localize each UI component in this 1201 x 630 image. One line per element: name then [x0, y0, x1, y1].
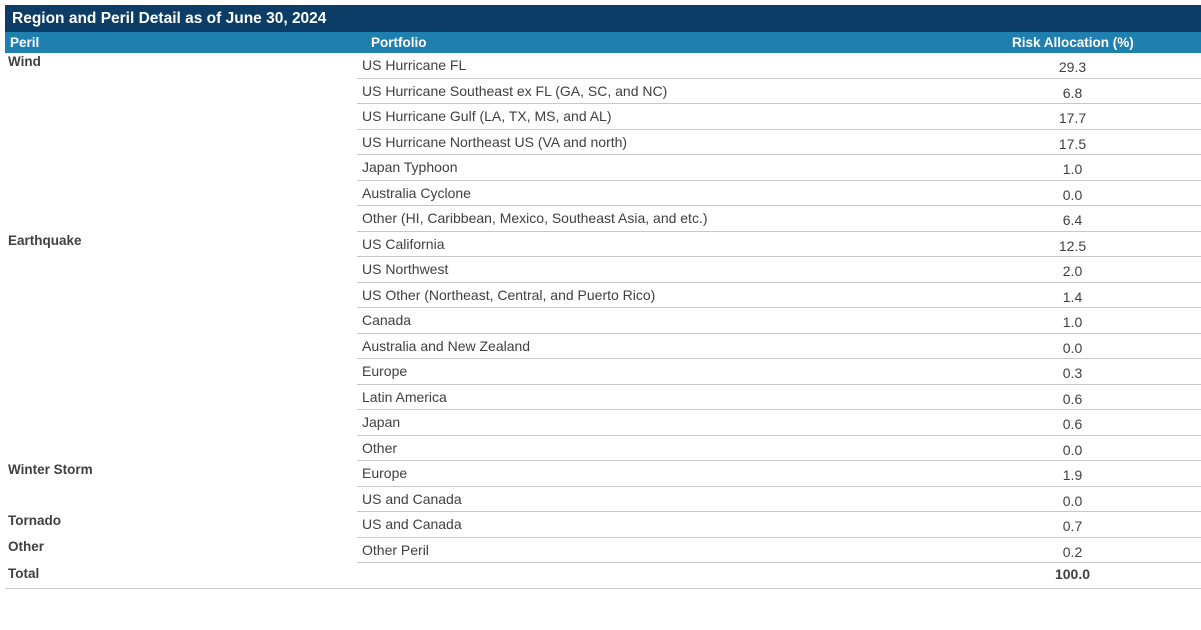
table-row: US and Canada 0.0	[5, 487, 1201, 512]
allocation-cell: 1.0	[1062, 314, 1083, 330]
table-row: US Hurricane Gulf (LA, TX, MS, and AL) 17…	[5, 104, 1201, 130]
allocation-cell: 1.9	[1062, 467, 1083, 483]
allocation-cell: 12.5	[1058, 237, 1087, 254]
peril-cell: Winter Storm	[8, 462, 93, 477]
row-divider	[357, 383, 1201, 385]
table-header-row: Peril Portfolio Risk Allocation (%)	[5, 32, 1201, 53]
table-row: Wind US Hurricane FL 29.3	[5, 53, 1201, 79]
header-portfolio: Portfolio	[371, 35, 427, 50]
portfolio-cell: Latin America	[362, 388, 447, 405]
portfolio-cell: Europe	[362, 465, 408, 481]
table-row: Canada 1.0	[5, 308, 1201, 334]
allocation-cell: 17.7	[1058, 110, 1087, 126]
table-row: US Northwest 2.0	[5, 257, 1201, 283]
row-divider	[357, 281, 1201, 283]
row-divider	[357, 485, 1201, 487]
portfolio-cell: Japan Typhoon	[362, 159, 458, 175]
allocation-cell: 0.7	[1062, 518, 1083, 534]
peril-cell: Tornado	[8, 513, 61, 528]
table-row: Other 0.0	[5, 436, 1201, 461]
table-row: US Hurricane Southeast ex FL (GA, SC, an…	[5, 79, 1201, 104]
table-row: Japan 0.6	[5, 410, 1201, 436]
portfolio-cell: Japan	[362, 414, 401, 430]
allocation-cell: 0.6	[1062, 390, 1083, 407]
portfolio-cell: Europe	[362, 363, 408, 379]
table-row: Europe 0.3	[5, 359, 1201, 385]
table-row: Latin America 0.6	[5, 385, 1201, 410]
allocation-cell: 6.4	[1062, 212, 1083, 228]
row-divider	[357, 103, 1201, 104]
row-divider	[357, 154, 1201, 155]
header-risk-allocation: Risk Allocation (%)	[1012, 35, 1134, 50]
portfolio-cell: US California	[362, 235, 445, 252]
row-divider	[357, 256, 1201, 257]
table-row: US Other (Northeast, Central, and Puerto…	[5, 283, 1201, 308]
portfolio-cell: US Northwest	[362, 261, 449, 277]
allocation-cell: 1.4	[1062, 288, 1083, 305]
row-divider	[357, 230, 1201, 232]
allocation-cell: 0.0	[1062, 339, 1083, 356]
table-title: Region and Peril Detail as of June 30, 2…	[5, 5, 1201, 32]
row-divider	[357, 434, 1201, 436]
row-divider	[357, 409, 1201, 410]
table-row: Other Other Peril 0.2	[5, 538, 1201, 563]
allocation-cell: 0.6	[1062, 416, 1083, 432]
allocation-cell: 0.0	[1062, 492, 1083, 509]
table-row: Winter Storm Europe 1.9	[5, 461, 1201, 487]
row-divider	[357, 460, 1201, 461]
total-allocation: 100.0	[1054, 566, 1091, 582]
total-row: Total 100.0	[5, 563, 1201, 589]
allocation-cell: 6.8	[1062, 84, 1083, 101]
row-divider	[357, 128, 1201, 130]
table-row: Australia and New Zealand 0.0	[5, 334, 1201, 359]
table-body: Wind US Hurricane FL 29.3 US Hurricane Sout…	[5, 53, 1201, 563]
row-divider	[357, 358, 1201, 359]
row-divider	[357, 536, 1201, 538]
portfolio-cell: Canada	[362, 312, 412, 328]
peril-cell: Wind	[8, 54, 41, 69]
row-divider	[357, 179, 1201, 181]
table-row: Australia Cyclone 0.0	[5, 181, 1201, 206]
row-divider	[357, 511, 1201, 512]
portfolio-cell: US and Canada	[362, 490, 462, 507]
portfolio-cell: Other (HI, Caribbean, Mexico, Southeast …	[362, 210, 708, 226]
portfolio-cell: US Other (Northeast, Central, and Puerto…	[362, 286, 656, 303]
portfolio-cell: US Hurricane FL	[362, 57, 467, 73]
allocation-cell: 17.5	[1058, 135, 1087, 152]
portfolio-cell: US Hurricane Southeast ex FL (GA, SC, an…	[362, 82, 668, 99]
total-label: Total	[8, 566, 40, 581]
allocation-cell: 1.0	[1062, 161, 1083, 177]
portfolio-cell: US and Canada	[362, 516, 462, 532]
header-peril: Peril	[10, 35, 40, 50]
row-divider	[357, 77, 1201, 79]
table-row: Earthquake US California 12.5	[5, 232, 1201, 257]
region-peril-table: Region and Peril Detail as of June 30, 2…	[5, 5, 1201, 589]
portfolio-cell: Other Peril	[362, 541, 429, 558]
row-divider	[357, 562, 1201, 563]
portfolio-cell: Australia and New Zealand	[362, 337, 531, 354]
allocation-cell: 0.0	[1062, 441, 1083, 458]
peril-cell: Earthquake	[8, 232, 82, 248]
table-row: Japan Typhoon 1.0	[5, 155, 1201, 181]
table-row: US Hurricane Northeast US (VA and north)…	[5, 130, 1201, 155]
portfolio-cell: Other	[362, 439, 398, 456]
portfolio-cell: Australia Cyclone	[362, 184, 471, 201]
portfolio-cell: US Hurricane Northeast US (VA and north)	[362, 133, 628, 150]
portfolio-cell: US Hurricane Gulf (LA, TX, MS, and AL)	[362, 108, 612, 124]
allocation-cell: 2.0	[1062, 263, 1083, 279]
peril-cell: Other	[8, 538, 45, 554]
row-divider	[357, 205, 1201, 206]
allocation-cell: 0.2	[1062, 543, 1083, 560]
row-divider	[357, 332, 1201, 334]
allocation-cell: 0.0	[1062, 186, 1083, 203]
table-row: Tornado US and Canada 0.7	[5, 512, 1201, 538]
allocation-cell: 0.3	[1062, 365, 1083, 381]
allocation-cell: 29.3	[1058, 59, 1087, 75]
table-row: Other (HI, Caribbean, Mexico, Southeast …	[5, 206, 1201, 232]
row-divider	[357, 307, 1201, 308]
row-divider	[5, 587, 1201, 589]
